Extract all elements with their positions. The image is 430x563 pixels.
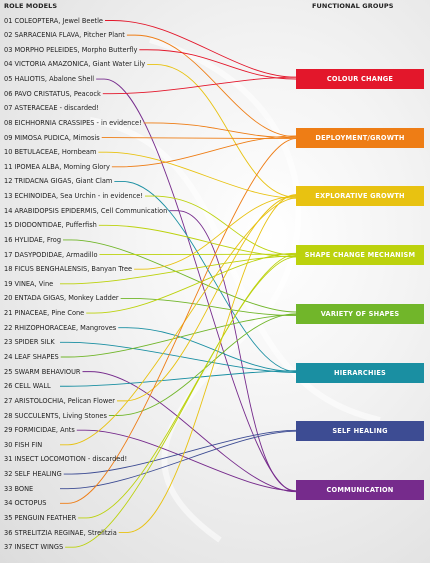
- role-models-header: ROLE MODELS: [4, 2, 58, 10]
- role-model-item: 06 PAVO CRISTATUS, Peacock: [4, 89, 101, 98]
- connection-line: [144, 195, 297, 256]
- connection-line: [63, 429, 297, 475]
- role-model-item: 36 STRELITZIA REGINAE, Strelitzia: [4, 528, 117, 537]
- role-model-item: 01 COLEOPTERA, Jewel Beetle: [4, 16, 103, 25]
- role-model-item: 30 FISH FIN: [4, 440, 43, 449]
- functional-group-colour-change: COLOUR CHANGE: [296, 69, 424, 89]
- functional-group-shape-change-mechanism: SHAPE CHANGE MECHANISM: [296, 245, 424, 266]
- connection-line: [126, 34, 297, 138]
- role-model-item: 35 PENGUIN FEATHER: [4, 513, 77, 522]
- role-model-item: 20 ENTADA GIGAS, Monkey Ladder: [4, 294, 119, 303]
- role-model-item: 31 INSECT LOCOMOTION - discarded!: [4, 455, 128, 464]
- role-model-item: 03 MORPHO PELEIDES, Morpho Butterfly: [4, 45, 138, 54]
- connection-line: [111, 135, 297, 168]
- role-model-item: 28 SUCCULENTS, Living Stones: [4, 411, 107, 420]
- connection-line: [102, 76, 297, 95]
- connection-line: [63, 239, 297, 313]
- role-model-item: 22 RHIZOPHORACEAE, Mangroves: [4, 323, 117, 332]
- role-model-item: 17 DASYPODIDAE, Armadillo: [4, 250, 98, 259]
- connection-line: [65, 253, 297, 548]
- connection-line: [134, 195, 297, 270]
- connection-line: [101, 137, 297, 140]
- role-model-item: 16 HYLIDAE, Frog: [4, 235, 62, 244]
- role-model-item: 04 VICTORIA AMAZONICA, Giant Water Lily: [4, 60, 146, 69]
- connection-line: [60, 430, 297, 490]
- functional-group-explorative-growth: EXPLORATIVE GROWTH: [296, 186, 424, 207]
- functional-group-self-healing: SELF HEALING: [296, 421, 424, 442]
- role-model-item: 25 SWARM BEHAVIOUR: [4, 367, 81, 376]
- role-model-item: 37 INSECT WINGS: [4, 543, 64, 552]
- role-model-item: 23 SPIDER SILK: [4, 338, 55, 347]
- role-model-item: 26 CELL WALL: [4, 382, 51, 391]
- role-model-item: 02 SARRACENIA FLAVA, Pitcher Plant: [4, 31, 125, 40]
- role-model-item: 09 MIMOSA PUDICA, Mimosis: [4, 133, 100, 142]
- connection-line: [76, 429, 297, 492]
- role-model-item: 08 EICHHORNIA CRASSIPES - in evidence!: [4, 118, 142, 127]
- role-model-item: 14 ARABIDOPSIS EPIDERMIS, Cell Communica…: [4, 206, 168, 215]
- role-model-item: 24 LEAF SHAPES: [4, 352, 59, 361]
- connection-line: [118, 194, 297, 533]
- connection-line: [60, 370, 297, 387]
- functional-group-communication: COMMUNICATION: [296, 479, 424, 500]
- connection-line: [86, 252, 297, 314]
- functional-groups-header: FUNCTIONAL GROUPS: [312, 2, 394, 10]
- functional-group-deployment-growth: DEPLOYMENT/GROWTH: [296, 127, 424, 148]
- background-swirl: [149, 37, 302, 543]
- role-model-item: 05 HALIOTIS, Abalone Shell: [4, 75, 95, 84]
- role-model-item: 12 TRIDACNA GIGAS, Giant Clam: [4, 177, 113, 186]
- role-model-item: 19 VINEA, Vine: [4, 279, 54, 288]
- connection-line: [60, 341, 297, 373]
- functional-group-variety-of-shapes: VARIETY OF SHAPES: [296, 303, 424, 324]
- role-model-item: 15 DIODONTIDAE, Pufferfish: [4, 221, 97, 230]
- connection-line: [60, 197, 297, 446]
- role-model-item: 11 IPOMEA ALBA, Morning Glory: [4, 162, 110, 171]
- connection-line: [78, 256, 297, 519]
- connection-line: [118, 327, 297, 373]
- role-model-item: 13 ECHINOIDEA, Sea Urchin - in evidence!: [4, 192, 143, 201]
- role-model-item: 34 OCTOPUS: [4, 499, 47, 508]
- connection-line: [98, 151, 297, 199]
- connection-line: [105, 20, 297, 78]
- role-model-item: 18 FICUS BENGHALENSIS, Banyan Tree: [4, 265, 133, 274]
- role-model-item: 33 BONE: [4, 484, 34, 493]
- role-model-item: 21 PINACEAE, Pine Cone: [4, 309, 85, 318]
- connection-line: [147, 63, 297, 198]
- connection-line: [98, 224, 297, 258]
- connection-line: [117, 195, 297, 402]
- background-swirl: [89, 117, 381, 423]
- functional-group-hierarchies: HIERARCHIES: [296, 362, 424, 383]
- connection-line: [82, 371, 297, 493]
- connection-line: [60, 138, 297, 504]
- connection-line: [114, 180, 297, 373]
- role-model-item: 07 ASTERACEAE - discarded!: [4, 104, 99, 113]
- role-model-item: 27 ARISTOLOCHIA, Pelican Flower: [4, 396, 115, 405]
- role-model-item: 32 SELF HEALING: [4, 470, 62, 479]
- role-model-item: 29 FORMICIDAE, Ants: [4, 426, 75, 435]
- connection-line: [96, 78, 297, 493]
- connection-line: [60, 255, 297, 285]
- role-model-item: 10 BETULACEAE, Hornbeam: [4, 148, 97, 157]
